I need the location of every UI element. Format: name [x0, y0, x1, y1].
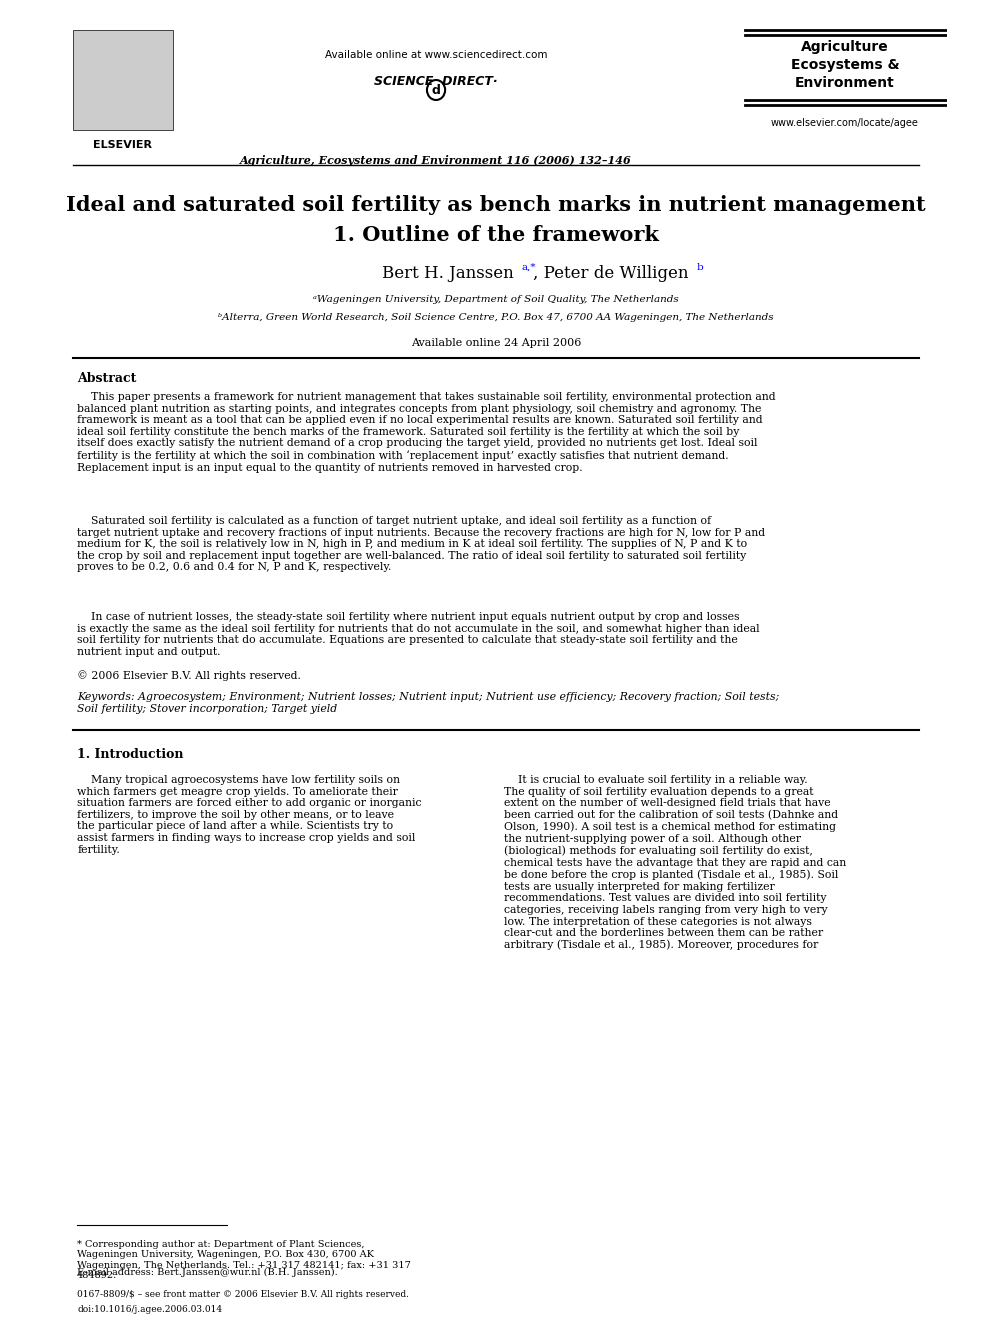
Text: * Corresponding author at: Department of Plant Sciences,
Wageningen University, : * Corresponding author at: Department of… — [77, 1240, 411, 1281]
Text: Agriculture: Agriculture — [801, 40, 889, 54]
Text: d: d — [432, 83, 440, 97]
Text: Agriculture, Ecosystems and Environment 116 (2006) 132–146: Agriculture, Ecosystems and Environment … — [240, 155, 632, 165]
Text: 1. Introduction: 1. Introduction — [77, 747, 184, 761]
Text: © 2006 Elsevier B.V. All rights reserved.: © 2006 Elsevier B.V. All rights reserved… — [77, 669, 302, 681]
Text: Available online 24 April 2006: Available online 24 April 2006 — [411, 337, 581, 348]
Text: E-mail address: Bert.Janssen@wur.nl (B.H. Janssen).: E-mail address: Bert.Janssen@wur.nl (B.H… — [77, 1267, 338, 1277]
Text: Available online at www.sciencedirect.com: Available online at www.sciencedirect.co… — [324, 50, 548, 60]
Text: doi:10.1016/j.agee.2006.03.014: doi:10.1016/j.agee.2006.03.014 — [77, 1304, 222, 1314]
Text: Keywords: Agroecosystem; Environment; Nutrient losses; Nutrient input; Nutrient : Keywords: Agroecosystem; Environment; Nu… — [77, 692, 780, 713]
Text: SCIENCE  DIRECT·: SCIENCE DIRECT· — [374, 75, 498, 89]
Text: 0167-8809/$ – see front matter © 2006 Elsevier B.V. All rights reserved.: 0167-8809/$ – see front matter © 2006 El… — [77, 1290, 410, 1299]
FancyBboxPatch shape — [72, 30, 173, 130]
Text: Abstract: Abstract — [77, 372, 137, 385]
Text: It is crucial to evaluate soil fertility in a reliable way.
The quality of soil : It is crucial to evaluate soil fertility… — [504, 775, 846, 950]
Text: ᵇAlterra, Green World Research, Soil Science Centre, P.O. Box 47, 6700 AA Wageni: ᵇAlterra, Green World Research, Soil Sci… — [218, 314, 774, 321]
Text: Saturated soil fertility is calculated as a function of target nutrient uptake, : Saturated soil fertility is calculated a… — [77, 516, 766, 573]
Text: This paper presents a framework for nutrient management that takes sustainable s: This paper presents a framework for nutr… — [77, 392, 776, 472]
Text: In case of nutrient losses, the steady-state soil fertility where nutrient input: In case of nutrient losses, the steady-s… — [77, 613, 760, 656]
Text: ELSEVIER: ELSEVIER — [93, 140, 152, 149]
Text: b: b — [696, 263, 703, 273]
Text: www.elsevier.com/locate/agee: www.elsevier.com/locate/agee — [771, 118, 919, 128]
Text: Environment: Environment — [795, 75, 895, 90]
Text: Many tropical agroecosystems have low fertility soils on
which farmers get meagr: Many tropical agroecosystems have low fe… — [77, 775, 422, 855]
Text: , Peter de Willigen: , Peter de Willigen — [534, 265, 688, 282]
Text: a,*: a,* — [522, 263, 536, 273]
Text: Ideal and saturated soil fertility as bench marks in nutrient management: Ideal and saturated soil fertility as be… — [66, 194, 926, 216]
Text: 1. Outline of the framework: 1. Outline of the framework — [333, 225, 659, 245]
Text: ᵃWageningen University, Department of Soil Quality, The Netherlands: ᵃWageningen University, Department of So… — [313, 295, 679, 304]
Text: Ecosystems &: Ecosystems & — [791, 58, 899, 71]
Text: Bert H. Janssen: Bert H. Janssen — [382, 265, 513, 282]
